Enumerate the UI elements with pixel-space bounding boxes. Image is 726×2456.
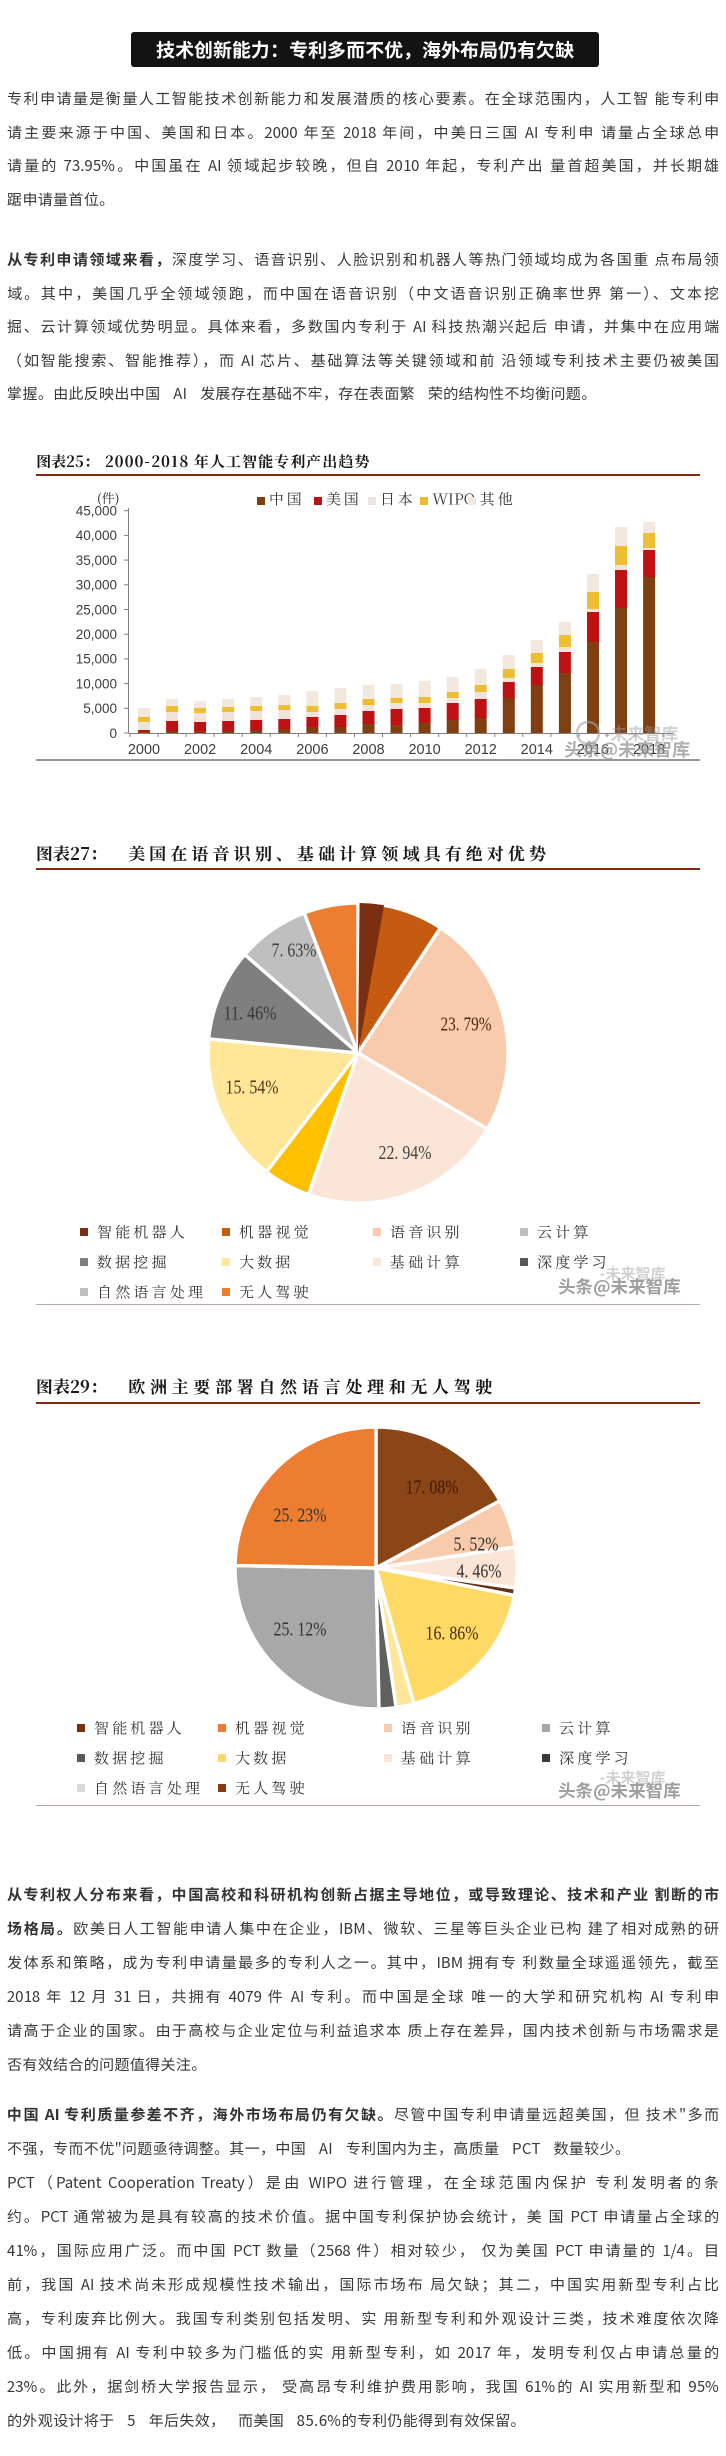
svg-text:22. 94%: 22. 94% xyxy=(379,1142,432,1164)
svg-text:20,000: 20,000 xyxy=(76,627,117,642)
svg-text:(件): (件) xyxy=(97,488,119,507)
svg-text:4. 46%: 4. 46% xyxy=(457,1561,502,1583)
svg-text:2008: 2008 xyxy=(352,742,384,758)
svg-text:云计算: 云计算 xyxy=(537,1222,592,1243)
svg-text:7. 63%: 7. 63% xyxy=(272,940,317,962)
svg-text:2014: 2014 xyxy=(521,742,553,758)
svg-text:基础计算: 基础计算 xyxy=(390,1252,463,1273)
svg-text:30,000: 30,000 xyxy=(76,578,117,593)
svg-text:智能机器人: 智能机器人 xyxy=(97,1222,188,1243)
svg-text:5. 52%: 5. 52% xyxy=(454,1534,499,1556)
svg-text:语音识别: 语音识别 xyxy=(401,1718,474,1739)
svg-text:自然语言处理: 自然语言处理 xyxy=(97,1282,206,1303)
svg-text:无人驾驶: 无人驾驶 xyxy=(239,1282,312,1303)
svg-text:-未来智库: -未来智库 xyxy=(604,720,678,745)
svg-text:数据挖掘: 数据挖掘 xyxy=(97,1252,170,1273)
svg-text:2002: 2002 xyxy=(184,742,216,758)
svg-text:25. 23%: 25. 23% xyxy=(274,1505,327,1527)
svg-text:自然语言处理: 自然语言处理 xyxy=(94,1778,203,1799)
svg-text:2010: 2010 xyxy=(408,742,440,758)
svg-text:数据挖掘: 数据挖掘 xyxy=(94,1748,167,1769)
svg-text:17. 08%: 17. 08% xyxy=(406,1477,459,1499)
svg-text:2004: 2004 xyxy=(240,742,272,758)
svg-text:10,000: 10,000 xyxy=(76,676,117,691)
svg-text:智能机器人: 智能机器人 xyxy=(94,1718,185,1739)
svg-text:-未来智库: -未来智库 xyxy=(600,1263,666,1284)
svg-text:头条@未来智库: 头条@未来智库 xyxy=(558,1274,681,1299)
svg-text:5,000: 5,000 xyxy=(83,701,117,716)
svg-text:无人驾驶: 无人驾驶 xyxy=(235,1778,308,1799)
svg-text:其他: 其他 xyxy=(480,489,516,510)
svg-text:头条@未来智库: 头条@未来智库 xyxy=(564,736,690,762)
svg-text:WIPO: WIPO xyxy=(432,489,475,510)
svg-text:25. 12%: 25. 12% xyxy=(274,1619,327,1641)
svg-text:大数据: 大数据 xyxy=(239,1252,294,1273)
svg-text:11. 46%: 11. 46% xyxy=(224,1003,277,1025)
svg-text:中国: 中国 xyxy=(269,489,305,510)
svg-text:23. 79%: 23. 79% xyxy=(441,1014,492,1036)
svg-text:25,000: 25,000 xyxy=(76,602,117,617)
svg-text:深度学习: 深度学习 xyxy=(559,1748,632,1769)
svg-text:2006: 2006 xyxy=(296,742,328,758)
svg-text:15. 54%: 15. 54% xyxy=(226,1077,279,1099)
svg-text:基础计算: 基础计算 xyxy=(401,1748,474,1769)
svg-text:2018: 2018 xyxy=(633,742,665,758)
svg-text:头条@未来智库: 头条@未来智库 xyxy=(558,1778,681,1803)
svg-text:美国: 美国 xyxy=(326,489,362,510)
svg-text:16. 86%: 16. 86% xyxy=(426,1623,479,1645)
svg-text:日本: 日本 xyxy=(380,489,416,510)
svg-text:2000: 2000 xyxy=(128,742,160,758)
svg-text:机器视觉: 机器视觉 xyxy=(235,1718,308,1739)
svg-text:大数据: 大数据 xyxy=(235,1748,290,1769)
svg-text:深度学习: 深度学习 xyxy=(537,1252,610,1273)
svg-text:2016: 2016 xyxy=(577,742,609,758)
svg-text:机器视觉: 机器视觉 xyxy=(239,1222,312,1243)
svg-text:-未来智库: -未来智库 xyxy=(600,1767,666,1788)
svg-text:0: 0 xyxy=(109,726,117,741)
svg-text:15,000: 15,000 xyxy=(76,652,117,667)
svg-text:云计算: 云计算 xyxy=(559,1718,614,1739)
svg-text:语音识别: 语音识别 xyxy=(390,1222,463,1243)
svg-text:2012: 2012 xyxy=(465,742,497,758)
svg-text:35,000: 35,000 xyxy=(76,553,117,568)
svg-text:45,000: 45,000 xyxy=(76,504,117,519)
svg-text:40,000: 40,000 xyxy=(76,528,117,543)
